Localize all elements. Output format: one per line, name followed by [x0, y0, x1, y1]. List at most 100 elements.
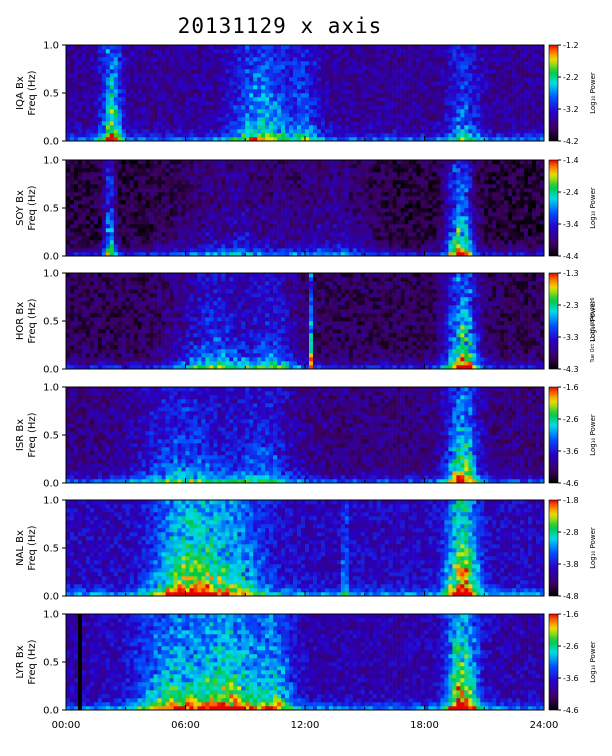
spectrogram-cell	[145, 101, 150, 106]
spectrogram-cell	[189, 168, 194, 173]
spectrogram-cell	[360, 105, 366, 110]
spectrogram-cell	[516, 93, 521, 98]
spectrogram-cell	[273, 121, 278, 126]
spectrogram-cell	[364, 196, 370, 201]
spectrogram-cell	[225, 208, 230, 213]
spectrogram-cell	[289, 137, 294, 142]
spectrogram-cell	[169, 236, 174, 241]
spectrogram-cell	[181, 133, 186, 138]
spectrogram-cell	[77, 45, 83, 50]
spectrogram-cell	[396, 61, 401, 66]
spectrogram-cell	[81, 73, 87, 78]
spectrogram-cell	[165, 57, 170, 62]
spectrogram-cell	[332, 252, 338, 257]
spectrogram-cell	[476, 61, 481, 66]
spectrogram-cell	[93, 49, 99, 54]
spectrogram-cell	[213, 89, 218, 94]
spectrogram-cell	[66, 200, 71, 205]
spectrogram-cell	[356, 184, 362, 189]
spectrogram-cell	[289, 77, 294, 82]
spectrogram-cell	[253, 85, 258, 90]
spectrogram-cell	[332, 164, 338, 169]
spectrogram-cell	[384, 248, 389, 253]
spectrogram-cell	[404, 81, 409, 86]
spectrogram-cell	[173, 192, 178, 197]
spectrogram-cell	[297, 252, 302, 257]
spectrogram-cell	[404, 89, 409, 94]
spectrogram-cell	[297, 160, 302, 165]
spectrogram-cell	[301, 180, 306, 185]
spectrogram-cell	[237, 240, 242, 245]
spectrogram-cell	[328, 232, 334, 237]
spectrogram-cell	[328, 69, 334, 74]
spectrogram-cell	[432, 121, 437, 126]
spectrogram-cell	[177, 192, 182, 197]
spectrogram-cell	[368, 160, 374, 165]
spectrogram-cell	[161, 105, 166, 110]
spectrogram-cell	[400, 49, 405, 54]
spectrogram-cell	[245, 49, 250, 54]
spectrogram-cell	[181, 73, 186, 78]
spectrogram-cell	[81, 85, 87, 90]
spectrogram-cell	[404, 180, 409, 185]
spectrogram-cell	[173, 212, 178, 217]
spectrogram-cell	[149, 77, 154, 82]
spectrogram-cell	[225, 220, 230, 225]
spectrogram-cell	[396, 53, 401, 58]
spectrogram-cell	[316, 73, 322, 78]
spectrogram-cell	[181, 49, 186, 54]
spectrogram-cell	[281, 101, 286, 106]
spectrogram-cell	[293, 73, 298, 78]
spectrogram-cell	[400, 113, 405, 118]
spectrogram-cell	[85, 252, 91, 257]
spectrogram-cell	[113, 160, 119, 165]
spectrogram-cell	[400, 236, 405, 241]
spectrogram-cell	[404, 109, 409, 114]
spectrogram-cell	[213, 105, 218, 110]
spectrogram-cell	[101, 49, 107, 54]
spectrogram-cell	[237, 113, 242, 118]
spectrogram-cell	[153, 240, 158, 245]
spectrogram-cell	[145, 232, 150, 237]
spectrogram-cell	[368, 212, 374, 217]
spectrogram-cell	[125, 133, 131, 138]
spectrogram-cell	[340, 164, 346, 169]
spectrogram-cell	[173, 176, 178, 181]
spectrogram-cell	[177, 204, 182, 209]
spectrogram-cell	[153, 81, 158, 86]
spectrogram-cell	[77, 204, 83, 209]
spectrogram-cell	[404, 236, 409, 241]
spectrogram-cell	[173, 89, 178, 94]
spectrogram-cell	[356, 216, 362, 221]
spectrogram-cell	[149, 125, 154, 130]
spectrogram-cell	[201, 208, 206, 213]
spectrogram-cell	[368, 176, 374, 181]
spectrogram-cell	[165, 77, 170, 82]
spectrogram-cell	[273, 208, 278, 213]
spectrogram-cell	[105, 168, 111, 173]
spectrogram-cell	[173, 228, 178, 233]
spectrogram-cell	[364, 204, 370, 209]
spectrogram-cell	[432, 45, 437, 50]
spectrogram-cell	[169, 224, 174, 229]
spectrogram-cell	[269, 93, 274, 98]
spectrogram-cell	[444, 125, 449, 130]
spectrogram-cell	[540, 93, 545, 98]
spectrogram-cell	[396, 216, 401, 221]
spectrogram-cell	[193, 164, 198, 169]
spectrogram-cell	[301, 196, 306, 201]
spectrogram-cell	[452, 137, 457, 142]
spectrogram-cell	[384, 137, 389, 142]
spectrogram-cell	[177, 105, 182, 110]
spectrogram-cell	[173, 93, 178, 98]
spectrogram-cell	[225, 184, 230, 189]
spectrogram-cell	[424, 133, 429, 138]
spectrogram-cell	[508, 105, 513, 110]
spectrogram-cell	[352, 105, 358, 110]
spectrogram-cell	[121, 129, 127, 134]
spectrogram-cell	[356, 212, 362, 217]
spectrogram-cell	[372, 224, 377, 229]
spectrogram-cell	[245, 248, 250, 253]
spectrogram-cell	[388, 232, 393, 237]
spectrogram-cell	[285, 168, 290, 173]
